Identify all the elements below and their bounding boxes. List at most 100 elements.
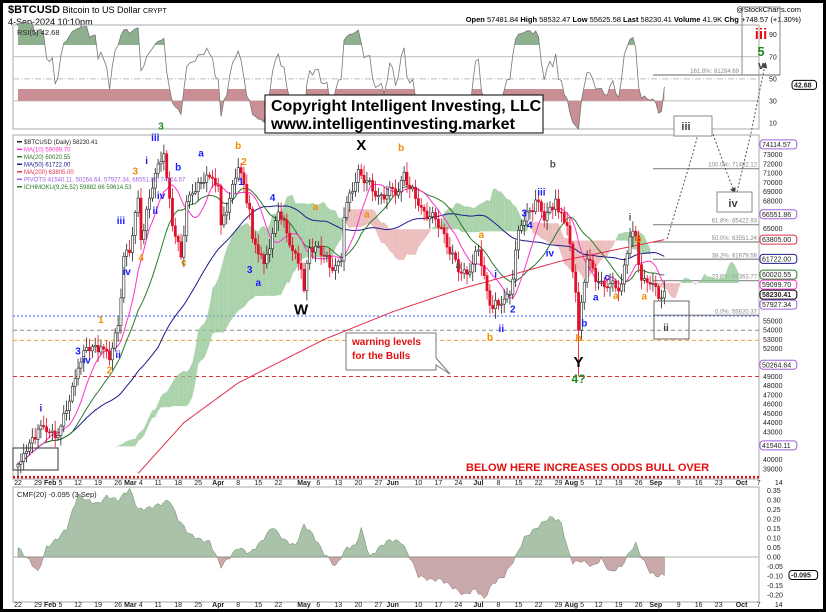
x-tick-label: Aug <box>565 480 579 487</box>
candle-body <box>70 386 74 402</box>
ichimoku-cloud-segment <box>249 225 253 300</box>
x-tick-label: 14 <box>775 602 783 609</box>
ichimoku-cloud-segment <box>564 237 568 267</box>
candle-body <box>342 217 346 262</box>
ichimoku-cloud-segment <box>100 458 104 461</box>
ichimoku-cloud-segment <box>301 203 304 260</box>
candle <box>660 289 663 309</box>
candle-body <box>648 282 652 285</box>
symbol: $BTCUSD <box>8 4 60 16</box>
candle <box>45 417 49 442</box>
ichimoku-cloud-segment <box>138 431 141 442</box>
ichimoku-cloud-segment <box>472 207 476 233</box>
candle-body <box>454 252 457 260</box>
candle-body <box>116 325 120 334</box>
ichimoku-cloud-segment <box>329 209 333 258</box>
fib-label: 38.2%: 61679.56 <box>712 253 758 259</box>
cmf-value-badge-text: -0.095 <box>791 573 811 580</box>
price-tick-label: 39000 <box>763 466 783 473</box>
candle <box>245 174 249 209</box>
ichimoku-cloud-segment <box>335 210 339 249</box>
cmf-tick-label: 0.05 <box>767 545 781 552</box>
candle-body <box>73 378 77 387</box>
candle <box>365 171 369 192</box>
x-tick-label: 5 <box>58 480 62 487</box>
candle-body <box>296 252 300 264</box>
x-tick-label: 24 <box>455 480 463 487</box>
candle-body <box>642 278 646 281</box>
candle-body <box>654 283 658 287</box>
rsi-overbought-fill <box>18 23 635 45</box>
candle-body <box>462 269 466 274</box>
candle <box>591 254 595 272</box>
candle-body <box>439 227 443 229</box>
candle-body <box>471 263 475 273</box>
candle-body <box>28 442 31 452</box>
candle <box>99 339 103 355</box>
ichimoku-cloud-segment <box>181 370 184 407</box>
candle-body <box>90 346 94 352</box>
ichimoku-cloud-segment <box>429 227 433 232</box>
ichimoku-cloud-segment <box>432 225 436 230</box>
price-tick-label: 47000 <box>763 392 783 399</box>
wave-label: 2 <box>510 305 516 316</box>
candle-body <box>425 210 429 220</box>
rsi-value-badge: 42.68 <box>791 79 817 90</box>
candle <box>176 234 180 252</box>
candle-body <box>511 278 515 295</box>
candle-body <box>339 260 343 263</box>
x-tick-label: Aug <box>565 602 579 609</box>
candle-body <box>391 186 395 190</box>
candle <box>611 272 615 292</box>
candle <box>85 337 89 353</box>
candle-body <box>233 177 237 185</box>
candle-body <box>208 174 212 178</box>
candle <box>379 192 383 205</box>
candle-body <box>291 244 294 252</box>
price-axis-badge-frame <box>759 440 798 451</box>
candle-body <box>625 253 629 266</box>
ichimoku-cloud-segment <box>690 279 693 283</box>
ichimoku-cloud-segment <box>487 199 490 232</box>
price-axis-badge: 50264.64 <box>759 359 798 370</box>
x-tick-label: 16 <box>695 480 703 487</box>
ichimoku-cloud-segment <box>547 223 550 244</box>
candle <box>308 239 312 270</box>
candle-body <box>542 211 546 221</box>
candle <box>311 238 314 260</box>
wave-label: 3 <box>521 209 527 220</box>
ichimoku-cloud-segment <box>312 202 316 258</box>
candle-body <box>351 191 355 194</box>
candle-body <box>173 225 177 237</box>
ichimoku-cloud-segment <box>229 234 233 323</box>
wave-label: i <box>494 270 497 281</box>
price-tick-label: 44000 <box>763 420 783 427</box>
candle-body <box>537 199 540 203</box>
cmf-tick-label: 0.00 <box>767 555 781 562</box>
candle <box>662 281 666 305</box>
x-tick-label: 18 <box>174 480 182 487</box>
price-tick-label: 65000 <box>763 226 783 233</box>
x-tick-label: 29 <box>34 602 42 609</box>
wave-label: iv <box>82 356 91 367</box>
ichimoku-cloud-segment <box>558 223 562 255</box>
high-value: 58532.47 <box>539 15 571 24</box>
candle <box>219 183 223 235</box>
candle-body <box>416 198 420 206</box>
candle <box>597 271 600 290</box>
candle <box>631 221 635 248</box>
x-tick-label: May <box>297 602 311 609</box>
ichimoku-cloud-segment <box>426 229 430 237</box>
ichimoku-cloud-segment <box>201 323 204 361</box>
candle-body <box>657 286 661 299</box>
ichimoku-cloud-segment <box>212 284 216 334</box>
price-axis-badge-text: 74114.57 <box>762 142 791 149</box>
wave-label: iii <box>117 216 126 227</box>
candle <box>328 248 332 278</box>
projection-line-to-iii <box>666 120 704 240</box>
ichimoku-cloud-segment <box>163 392 167 408</box>
candle <box>262 251 266 274</box>
candle <box>514 240 518 288</box>
candle-body <box>611 280 615 284</box>
ichimoku-cloud-segment <box>464 206 468 233</box>
